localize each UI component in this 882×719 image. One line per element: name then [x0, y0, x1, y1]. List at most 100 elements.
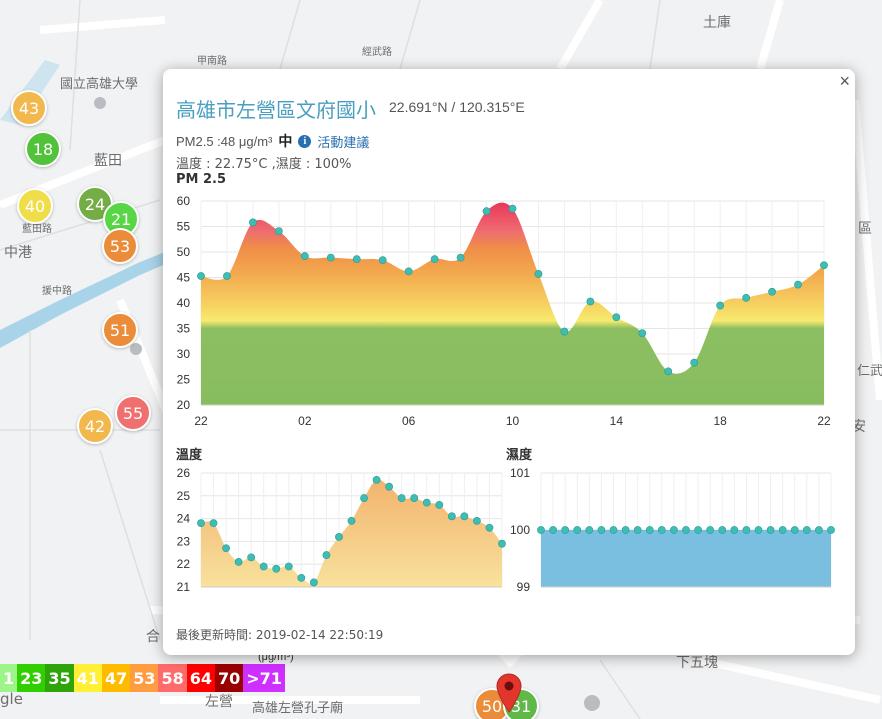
station-marker[interactable]: 42	[77, 408, 113, 444]
data-point[interactable]	[272, 564, 281, 573]
data-point[interactable]	[447, 512, 456, 521]
data-point[interactable]	[754, 526, 763, 534]
station-marker[interactable]: 40	[17, 188, 53, 224]
data-point[interactable]	[209, 519, 218, 528]
data-point[interactable]	[638, 329, 647, 337]
data-point[interactable]	[222, 544, 230, 553]
data-point[interactable]	[473, 516, 481, 525]
close-button[interactable]: ×	[839, 71, 850, 91]
data-point[interactable]	[249, 218, 257, 227]
data-point[interactable]	[827, 526, 835, 534]
activity-advice-link[interactable]: 活動建議	[317, 135, 370, 151]
y-tick-label: 30	[177, 347, 191, 361]
data-point[interactable]	[612, 313, 621, 322]
data-point[interactable]	[718, 526, 727, 534]
data-point[interactable]	[690, 358, 699, 367]
data-point[interactable]	[360, 494, 368, 502]
map-label: 國立高雄大學	[60, 77, 139, 92]
data-point[interactable]	[430, 255, 439, 264]
data-point[interactable]	[404, 267, 413, 276]
data-point[interactable]	[372, 475, 381, 484]
data-point[interactable]	[309, 578, 318, 587]
data-point[interactable]	[247, 553, 256, 562]
data-point[interactable]	[197, 272, 205, 280]
station-marker[interactable]: 55	[115, 395, 151, 431]
data-point[interactable]	[259, 562, 268, 571]
data-point[interactable]	[716, 301, 725, 310]
y-tick-label: 55	[177, 220, 191, 234]
data-point[interactable]	[347, 516, 356, 525]
data-point[interactable]	[537, 526, 545, 534]
data-point[interactable]	[682, 526, 690, 534]
data-point[interactable]	[284, 562, 293, 571]
data-point[interactable]	[410, 494, 419, 502]
data-point[interactable]	[485, 523, 494, 532]
data-point[interactable]	[573, 526, 582, 534]
data-point[interactable]	[274, 227, 283, 235]
data-point[interactable]	[498, 539, 506, 548]
data-point[interactable]	[645, 526, 654, 534]
data-point[interactable]	[790, 526, 799, 534]
data-point[interactable]	[585, 526, 594, 534]
data-point[interactable]	[694, 526, 702, 534]
data-point[interactable]	[326, 253, 335, 262]
data-point[interactable]	[223, 272, 231, 280]
y-tick-label: 24	[177, 512, 191, 526]
map-label: 藍田路	[22, 224, 52, 235]
data-point[interactable]	[561, 526, 570, 534]
data-point[interactable]	[482, 207, 491, 216]
data-point[interactable]	[352, 255, 361, 264]
data-point[interactable]	[730, 526, 739, 534]
data-point[interactable]	[435, 501, 444, 509]
data-point[interactable]	[335, 532, 343, 541]
data-point[interactable]	[802, 526, 811, 534]
data-point[interactable]	[297, 573, 306, 582]
data-point[interactable]	[549, 526, 557, 534]
selected-station-pin[interactable]	[496, 673, 522, 713]
data-point[interactable]	[385, 482, 394, 491]
x-tick-label: 14	[610, 414, 624, 428]
data-point[interactable]	[778, 526, 787, 534]
pm25-chart: 20 25 30 35 40 45 50 55 60 22 02 06 10 14 18 22	[177, 194, 831, 428]
data-point[interactable]	[621, 526, 630, 534]
legend-item: 23	[17, 664, 46, 692]
data-point[interactable]	[742, 526, 751, 534]
data-point[interactable]	[670, 526, 678, 534]
data-point[interactable]	[534, 270, 543, 278]
data-point[interactable]	[234, 558, 243, 566]
data-point[interactable]	[422, 498, 431, 507]
data-point[interactable]	[657, 526, 666, 534]
pm25-chart-title: PM 2.5	[176, 172, 227, 187]
data-point[interactable]	[706, 526, 715, 534]
map-label: 區	[858, 221, 872, 237]
data-point[interactable]	[508, 204, 517, 213]
y-tick-label: 25	[177, 489, 191, 503]
station-marker[interactable]: 18	[25, 131, 61, 167]
info-icon[interactable]: i	[298, 134, 312, 148]
data-point[interactable]	[820, 261, 828, 270]
data-point[interactable]	[460, 512, 469, 521]
data-point[interactable]	[560, 327, 569, 336]
data-point[interactable]	[742, 294, 751, 302]
data-point[interactable]	[609, 526, 618, 534]
station-popup: × 高雄市左營區文府國小 22.691°N / 120.315°E PM2.5 …	[163, 69, 855, 655]
data-point[interactable]	[815, 526, 823, 534]
data-point[interactable]	[768, 287, 776, 296]
data-point[interactable]	[456, 253, 465, 262]
data-point[interactable]	[300, 252, 309, 260]
y-tick-label: 60	[177, 194, 191, 208]
station-marker[interactable]: 51	[102, 312, 138, 348]
data-point[interactable]	[597, 526, 606, 534]
data-point[interactable]	[664, 367, 673, 376]
data-point[interactable]	[586, 297, 595, 306]
data-point[interactable]	[633, 526, 642, 534]
data-point[interactable]	[766, 526, 775, 534]
y-tick-label: 26	[177, 466, 191, 480]
data-point[interactable]	[322, 551, 331, 559]
data-point[interactable]	[397, 494, 406, 502]
data-point[interactable]	[378, 256, 387, 265]
station-marker[interactable]: 53	[102, 228, 138, 264]
data-point[interactable]	[794, 280, 802, 289]
data-point[interactable]	[197, 519, 205, 528]
station-marker[interactable]: 43	[11, 90, 47, 126]
